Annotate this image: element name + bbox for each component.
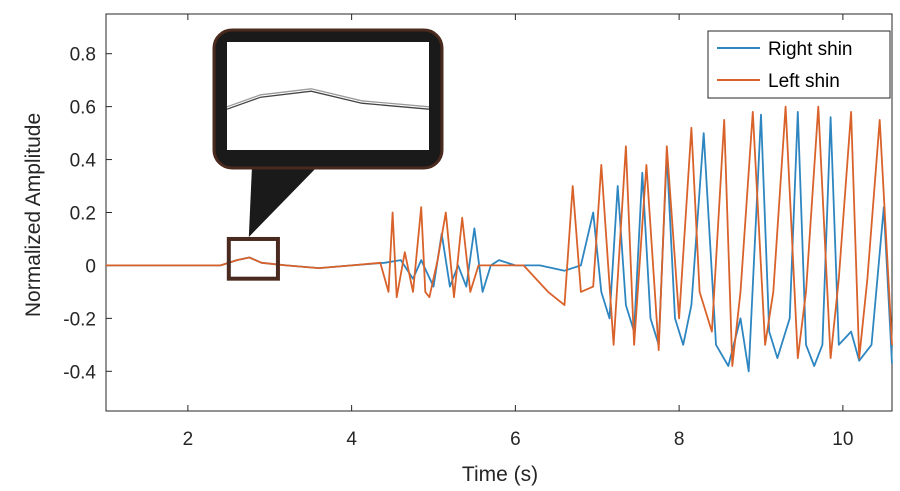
callout-detail-line [226,88,430,108]
y-axis-title: Normalized Amplitude [22,113,45,317]
x-axis: 2 4 6 8 10 [183,14,853,450]
zoom-frame [226,236,280,281]
y-tick-label: -0.4 [63,362,96,383]
y-tick-label: 0.6 [70,98,96,119]
legend-label-right-shin: Right shin [768,39,853,60]
callout-inner [227,42,429,150]
y-tick-label: 0.4 [70,151,97,172]
callout-pointer [248,166,318,237]
callout-detail-line [226,90,430,110]
legend-box [707,30,891,99]
callout-detail-lines [226,88,430,110]
x-axis-title: Time (s) [462,463,538,486]
x-tick-label: 4 [346,429,357,450]
x-tick-label: 6 [510,429,521,450]
series-line-left-shin [106,105,893,367]
plot-area: 2 4 6 8 10 -0.4 -0.2 0 0.2 0.4 0.6 0.8 Right shin … [63,13,893,450]
x-tick-label: 2 [183,429,194,450]
y-tick-label: 0 [85,256,96,277]
legend: Right shin Left shin [707,30,891,99]
x-tick-label: 8 [674,429,685,450]
legend-label-left-shin: Left shin [768,71,840,92]
series-layer [106,105,893,373]
zoom-callout [212,28,444,237]
y-tick-label: 0.8 [70,45,96,66]
y-tick-label: -0.2 [63,309,96,330]
y-tick-label: 0.2 [70,204,96,225]
series-line-right-shin [106,111,893,373]
x-tick-label: 10 [832,429,853,450]
